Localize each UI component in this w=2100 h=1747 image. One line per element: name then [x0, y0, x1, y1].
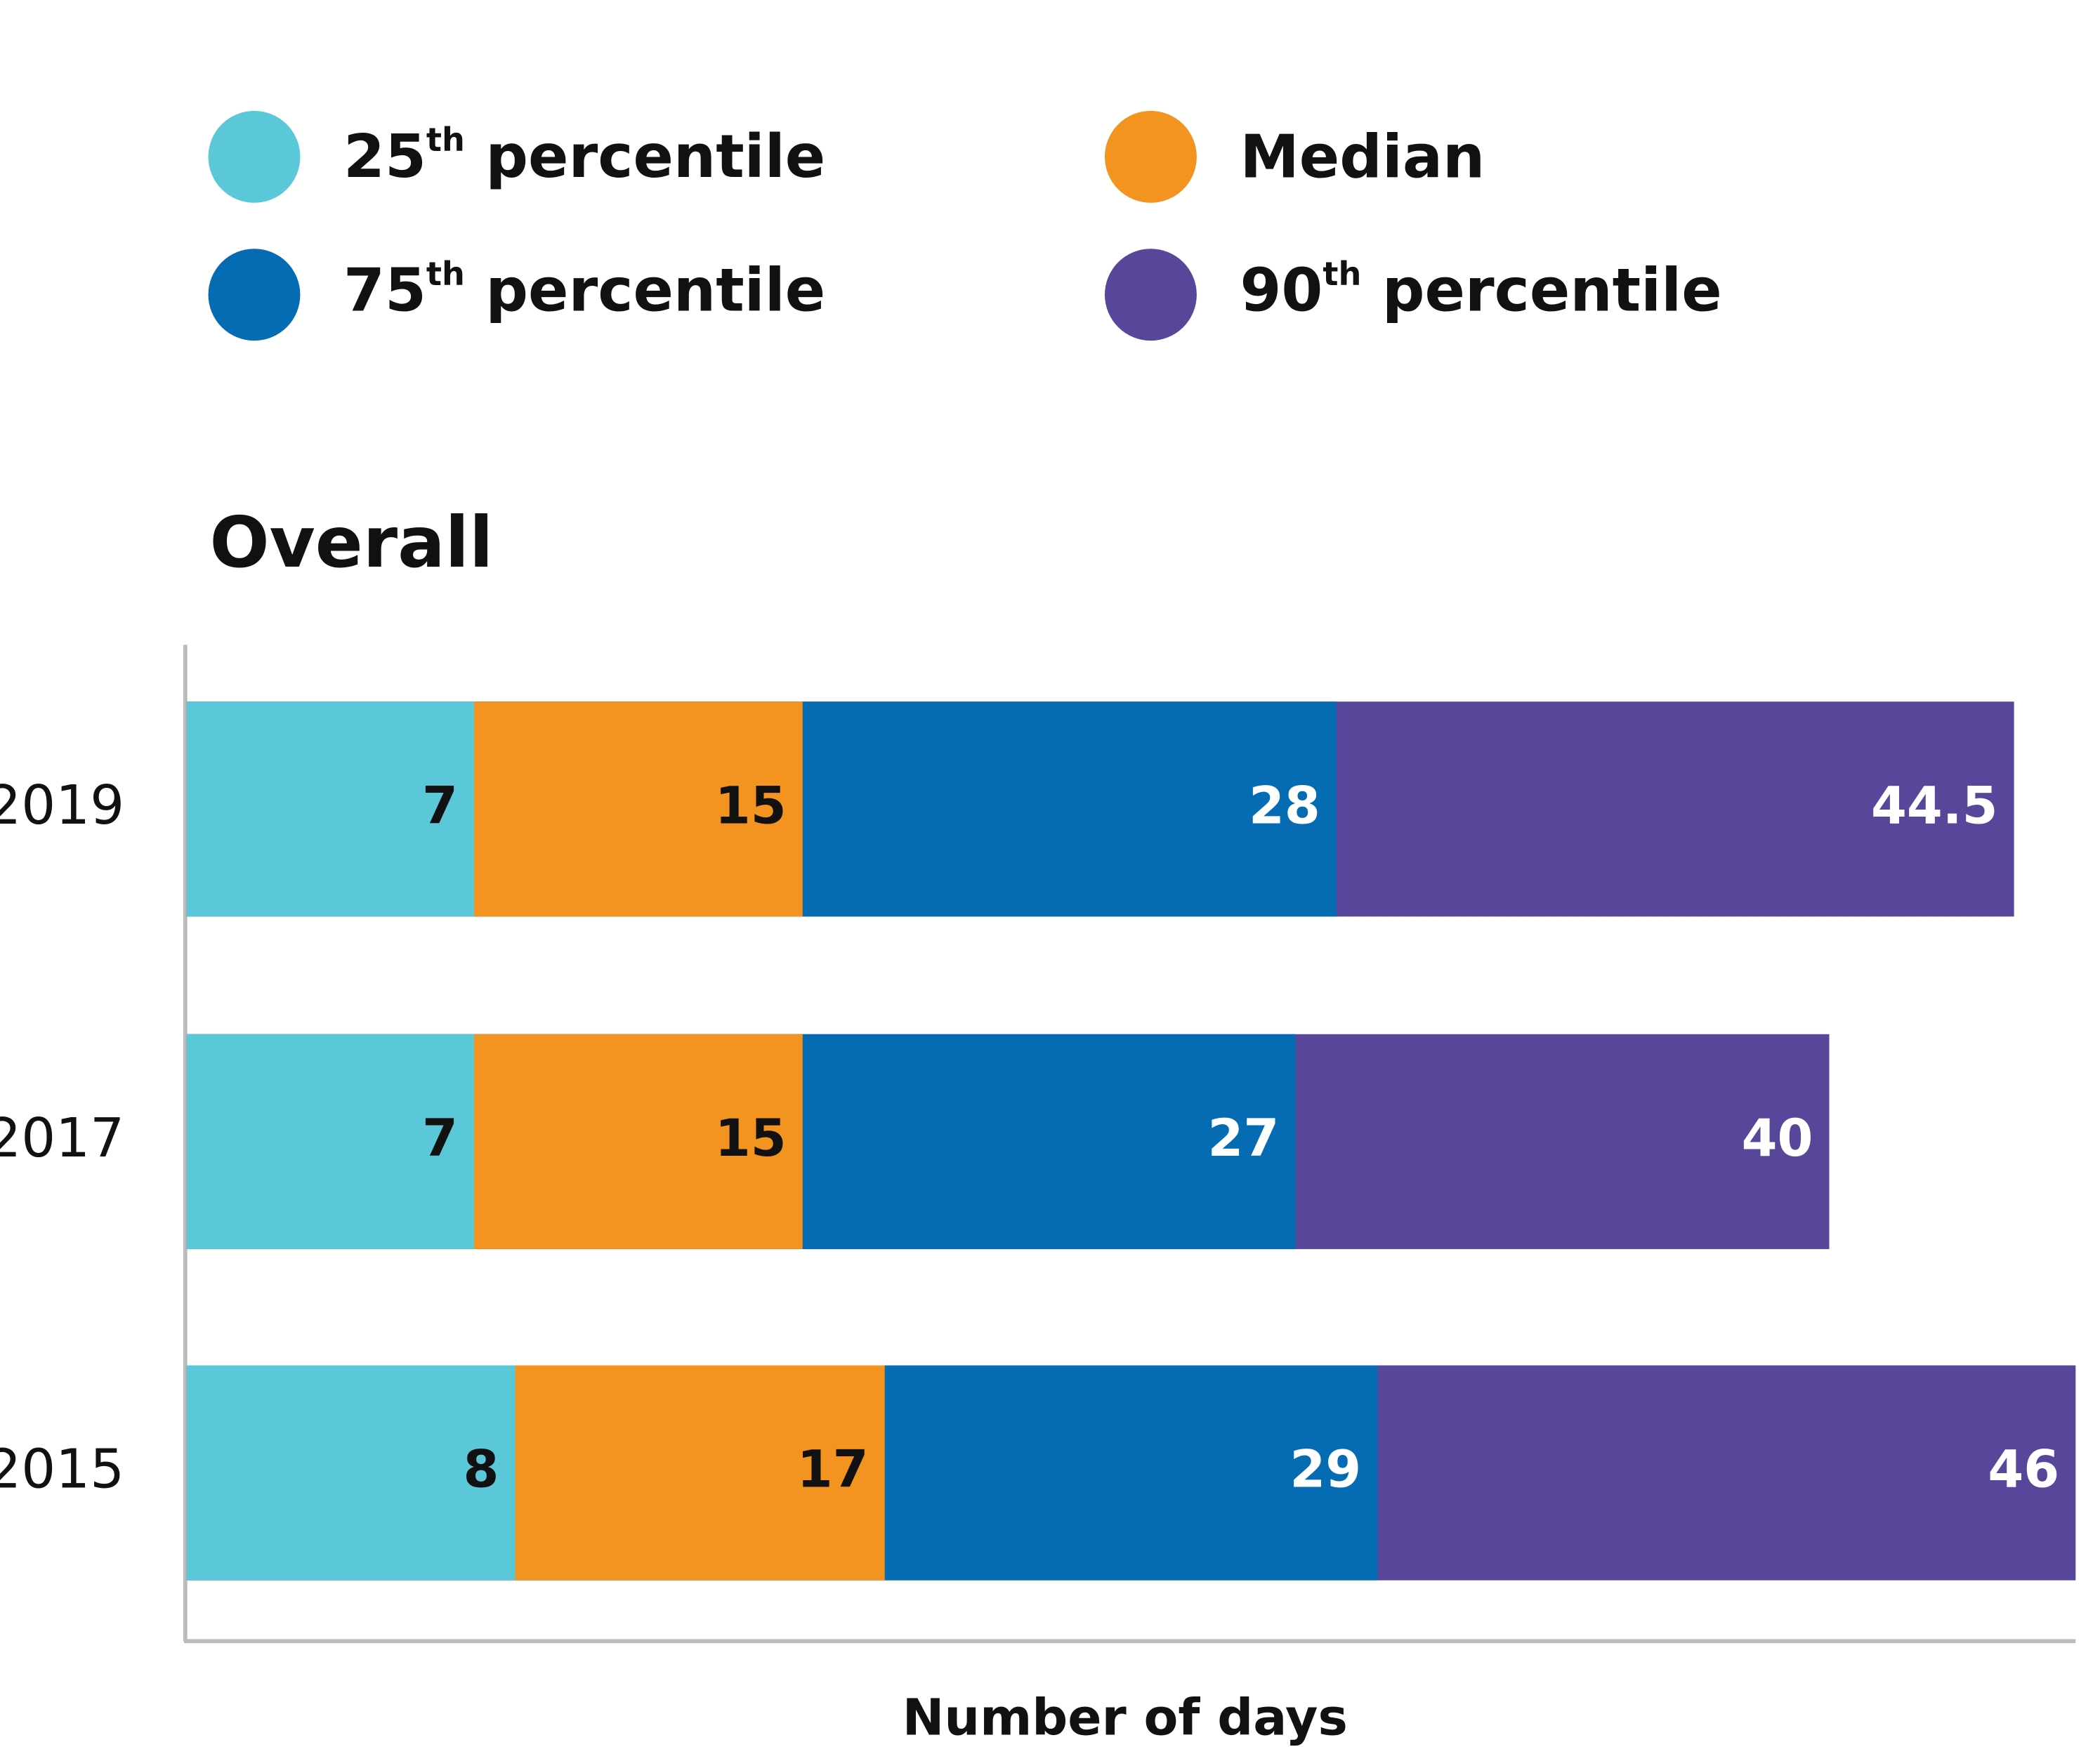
chart-title: Overall	[209, 501, 493, 584]
legend-label: Median	[1240, 122, 1485, 192]
value-label: 8	[463, 1440, 499, 1500]
bar	[186, 1034, 475, 1249]
legend-swatch	[208, 249, 301, 341]
value-label: 28	[1249, 776, 1320, 836]
value-label: 46	[1988, 1440, 2059, 1500]
value-label: 44.5	[1871, 776, 1997, 836]
value-label: 27	[1207, 1109, 1279, 1168]
legend-label: 25th percentile	[343, 121, 825, 192]
legend-label: 75th percentile	[343, 254, 825, 325]
legend-swatch	[1104, 110, 1197, 203]
bar	[186, 1365, 516, 1581]
value-label: 40	[1742, 1109, 1813, 1168]
value-label: 29	[1289, 1440, 1361, 1500]
y-tick-label: 2015	[0, 1439, 124, 1501]
value-label: 15	[715, 776, 787, 836]
legend-swatch	[208, 110, 301, 203]
bar	[186, 701, 475, 917]
value-label: 7	[422, 1109, 458, 1168]
value-label: 17	[797, 1440, 869, 1500]
value-label: 15	[715, 1109, 787, 1168]
x-axis-label: Number of days	[903, 1688, 1348, 1746]
legend-swatch	[1104, 249, 1197, 341]
value-label: 7	[422, 776, 458, 836]
y-tick-label: 2017	[0, 1107, 124, 1170]
legend-label: 90th percentile	[1240, 254, 1721, 325]
y-tick-label: 2019	[0, 774, 124, 837]
